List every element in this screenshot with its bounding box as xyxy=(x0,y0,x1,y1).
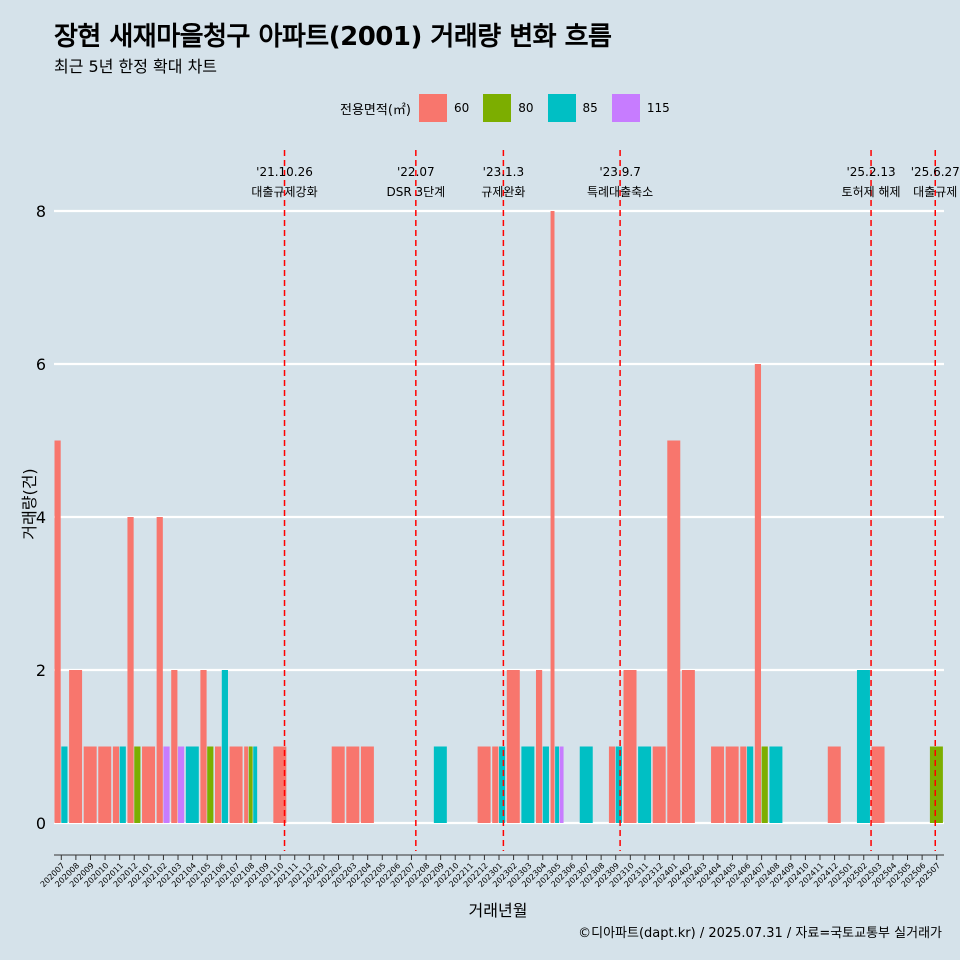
event-date-5: '25.6.27 xyxy=(911,165,960,179)
bar-202405-60 xyxy=(725,746,739,823)
bar-202009-60 xyxy=(83,746,97,823)
event-date-0: '21.10.26 xyxy=(256,165,313,179)
bar-202309-60 xyxy=(608,746,616,823)
bar-202110-60 xyxy=(273,746,287,823)
bar-202007-85 xyxy=(61,746,68,823)
event-label-4: 토허제 해제 xyxy=(842,185,901,199)
bar-202312-60 xyxy=(652,746,666,823)
bar-202209-85 xyxy=(433,746,447,823)
bar-202307-85 xyxy=(579,746,593,823)
y-tick-label-4: 4 xyxy=(36,508,46,527)
bar-202404-60 xyxy=(711,746,725,823)
y-tick-label-8: 8 xyxy=(36,202,46,221)
event-date-3: '23.9.7 xyxy=(599,165,640,179)
bar-202311-85 xyxy=(638,746,652,823)
legend-item-80: 80 xyxy=(483,94,539,122)
event-label-3: 특례대출축소 xyxy=(587,185,653,199)
bar-202103-60 xyxy=(171,670,178,823)
legend-swatch-115 xyxy=(611,94,640,122)
bar-202302-60 xyxy=(506,670,520,823)
y-axis-label: 거래량(건) xyxy=(20,468,39,540)
event-label-2: 규제완화 xyxy=(481,185,525,199)
legend-label-80: 80 xyxy=(518,101,534,115)
bar-202105-60 xyxy=(200,670,207,823)
bar-202011-85 xyxy=(119,746,126,823)
bar-202305-60 xyxy=(550,211,555,823)
bar-202402-60 xyxy=(681,670,695,823)
bar-202108-60 xyxy=(244,746,249,823)
bar-202310-60 xyxy=(623,670,637,823)
bar-202107-60 xyxy=(229,746,243,823)
legend-item-85: 85 xyxy=(547,94,604,122)
legend-swatch-85 xyxy=(547,94,576,122)
bar-202406-85 xyxy=(747,746,754,823)
legend-swatch-60 xyxy=(418,94,447,122)
bar-202507-80 xyxy=(929,746,943,823)
bar-202301-85 xyxy=(499,746,506,823)
bar-202102-115 xyxy=(163,746,170,823)
chart-title: 장현 새재마을청구 아파트(2001) 거래량 변화 흐름 xyxy=(54,22,612,52)
legend: 전용면적(㎡) 60 80 85 115 xyxy=(340,94,684,122)
bar-202305-115 xyxy=(559,746,564,823)
bar-202303-85 xyxy=(521,746,535,823)
bar-202202-60 xyxy=(331,746,345,823)
x-axis-label: 거래년월 xyxy=(468,901,528,920)
bar-202105-80 xyxy=(207,746,214,823)
bar-202108-85 xyxy=(253,746,258,823)
bar-202101-60 xyxy=(142,746,156,823)
event-date-4: '25.2.13 xyxy=(846,165,895,179)
event-date-2: '23.1.3 xyxy=(483,165,524,179)
chart-subtitle: 최근 5년 한정 확대 차트 xyxy=(54,57,218,76)
event-label-0: 대출규제강화 xyxy=(251,185,317,199)
bar-202407-60 xyxy=(754,364,762,823)
legend-item-60: 60 xyxy=(418,94,475,122)
bar-202407-80 xyxy=(761,746,768,823)
legend-label-115: 115 xyxy=(646,101,670,115)
bar-202104-85 xyxy=(185,746,199,823)
bar-202106-60 xyxy=(214,746,222,823)
legend-item-115: 115 xyxy=(611,94,676,122)
bar-202204-60 xyxy=(360,746,374,823)
event-label-5: 대출규제 xyxy=(913,185,957,199)
bar-202412-60 xyxy=(827,746,841,823)
bar-202305-85 xyxy=(555,746,560,823)
bar-202106-85 xyxy=(221,670,228,823)
bar-202502-85 xyxy=(856,670,870,823)
y-tick-label-2: 2 xyxy=(36,661,46,680)
y-tick-label-6: 6 xyxy=(36,355,46,374)
bar-202011-60 xyxy=(112,746,120,823)
event-label-1: DSR 3단계 xyxy=(386,185,445,199)
legend-swatch-80 xyxy=(483,94,512,122)
bar-202103-115 xyxy=(178,746,185,823)
bar-202309-85 xyxy=(615,746,622,823)
bar-202007-60 xyxy=(54,440,61,823)
y-tick-label-0: 0 xyxy=(36,814,46,833)
bar-202010-60 xyxy=(98,746,112,823)
bar-202304-60 xyxy=(535,670,543,823)
legend-label-85: 85 xyxy=(582,101,598,115)
source-caption: ©디아파트(dapt.kr) / 2025.07.31 / 자료=국토교통부 실… xyxy=(578,926,942,941)
bar-202102-60 xyxy=(156,517,163,823)
event-date-1: '22.07 xyxy=(397,165,435,179)
bar-202012-60 xyxy=(127,517,134,823)
legend-title: 전용면적(㎡) xyxy=(340,102,411,118)
bar-202008-60 xyxy=(69,670,83,823)
bar-202108-80 xyxy=(248,746,253,823)
legend-label-60: 60 xyxy=(453,101,470,115)
bar-202212-60 xyxy=(477,746,491,823)
bar-202203-60 xyxy=(346,746,360,823)
bar-202406-60 xyxy=(740,746,747,823)
bar-202304-85 xyxy=(542,746,549,823)
bar-202301-60 xyxy=(492,746,499,823)
bar-202012-80 xyxy=(134,746,141,823)
bar-202401-60 xyxy=(667,440,681,823)
bar-202503-60 xyxy=(871,746,885,823)
bar-202408-85 xyxy=(769,746,783,823)
